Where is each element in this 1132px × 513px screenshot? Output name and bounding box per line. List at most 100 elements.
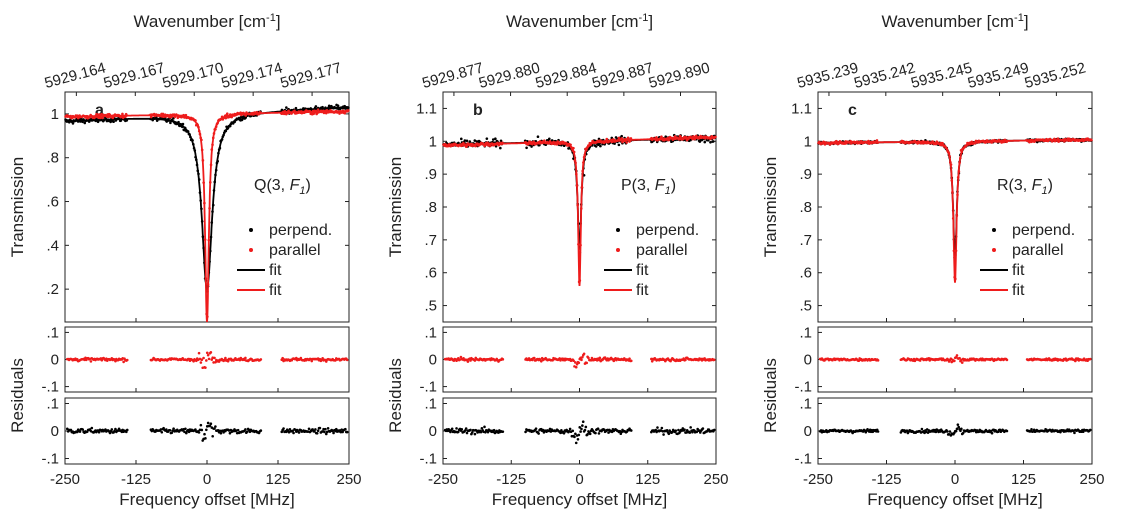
residuals-perpendicular	[818, 423, 1092, 437]
data-point	[100, 112, 104, 116]
residuals-axis-title: Residuals	[386, 358, 405, 433]
residual-point	[125, 428, 129, 432]
fit-line	[65, 110, 349, 323]
residual-point	[473, 432, 477, 436]
x-tick-label: 125	[265, 471, 290, 488]
residual-point	[483, 425, 486, 429]
y-tick-label: .5	[799, 298, 812, 315]
top-tick-label: 5929.890	[647, 59, 712, 92]
residual-point	[288, 427, 292, 431]
residual-point	[89, 360, 93, 363]
residual-point	[582, 352, 586, 356]
residual-point	[712, 428, 716, 432]
residual-point	[581, 424, 584, 427]
data-point	[468, 140, 472, 143]
residual-point	[573, 435, 576, 439]
legend-label: parallel	[1012, 242, 1064, 259]
residual-point	[578, 426, 582, 429]
data-point	[494, 137, 497, 141]
top-axis-title: Wavenumber [cm-1]	[506, 12, 653, 31]
residual-point	[464, 427, 468, 430]
res-y-tick-label: 0	[51, 423, 59, 440]
main-plot-frame	[817, 91, 1093, 323]
top-tick-label: 5935.249	[966, 59, 1031, 92]
residual-point	[165, 428, 168, 431]
legend-label: perpend.	[269, 222, 332, 239]
y-tick-label: .8	[46, 150, 59, 167]
residual-point	[90, 426, 94, 430]
data-point	[567, 147, 570, 150]
data-point	[327, 104, 331, 108]
y-axis-title: Transmission	[8, 157, 27, 257]
residual-point	[459, 355, 463, 359]
fit-line	[64, 106, 349, 291]
residual-point	[314, 428, 317, 431]
data-point	[626, 136, 630, 140]
data-point	[620, 137, 624, 140]
residuals-parallel	[443, 352, 716, 369]
residual-point	[297, 431, 301, 434]
residual-point	[172, 427, 175, 430]
y-tick-label: 1.1	[791, 100, 812, 117]
top-tick-label: 5929.887	[590, 59, 655, 92]
residual-point	[480, 426, 484, 430]
x-tick-label: 0	[203, 471, 211, 488]
series-parallel	[64, 108, 350, 323]
residual-point	[701, 427, 705, 430]
main-plot-frame	[442, 91, 717, 323]
data-point	[875, 139, 879, 142]
res-y-tick-label: 0	[429, 423, 437, 440]
data-point	[474, 144, 477, 148]
data-point	[494, 144, 498, 148]
residual-point	[574, 361, 577, 364]
residual-point	[961, 431, 965, 435]
residual-point	[214, 425, 217, 428]
top-axis-title: Wavenumber [cm-1]	[881, 12, 1028, 31]
residual-point	[170, 431, 174, 435]
top-tick-label: 5935.239	[795, 59, 860, 92]
residual-point	[334, 427, 338, 431]
residual-point	[344, 427, 347, 431]
residual-point	[219, 431, 223, 435]
data-point	[225, 112, 229, 116]
x-tick-label: 250	[336, 471, 361, 488]
data-point	[664, 135, 668, 139]
residual-point	[934, 430, 938, 434]
residual-point	[282, 427, 285, 430]
y-tick-label: .6	[424, 265, 437, 282]
panel-a: Wavenumber [cm-1]5929.1645929.1675929.17…	[8, 12, 362, 509]
data-point	[473, 139, 477, 142]
res-y-tick-label: .1	[799, 324, 812, 341]
residual-point	[583, 428, 587, 432]
residual-point	[326, 427, 330, 430]
x-tick-label: 250	[703, 471, 728, 488]
residual-point	[577, 361, 581, 365]
res-y-tick-label: -.1	[41, 379, 59, 396]
residual-point	[322, 427, 325, 431]
fit-line	[817, 138, 1092, 283]
residual-point	[629, 429, 633, 432]
y-tick-label: .8	[424, 199, 437, 216]
x-tick-label: 125	[635, 471, 660, 488]
res-y-tick-label: 0	[51, 352, 59, 369]
data-point	[594, 145, 598, 148]
residual-point	[184, 427, 187, 431]
residual-point	[959, 429, 962, 433]
residual-point	[560, 429, 563, 432]
residual-point	[656, 426, 659, 429]
residual-point	[574, 432, 577, 436]
residuals-parallel	[818, 354, 1092, 364]
residual-point	[948, 430, 952, 433]
legend-label: fit	[1012, 262, 1025, 279]
y-tick-label: .2	[46, 281, 59, 298]
residual-point	[650, 359, 654, 363]
residual-point	[590, 356, 594, 360]
data-point	[613, 142, 616, 145]
residual-point	[318, 426, 322, 430]
residual-point	[332, 431, 335, 435]
panel-b: Wavenumber [cm-1]5929.8775929.8805929.88…	[386, 12, 729, 509]
y-tick-label: .7	[799, 232, 812, 249]
residual-point	[450, 427, 454, 431]
residual-point	[584, 425, 588, 429]
residual-point	[469, 428, 472, 432]
